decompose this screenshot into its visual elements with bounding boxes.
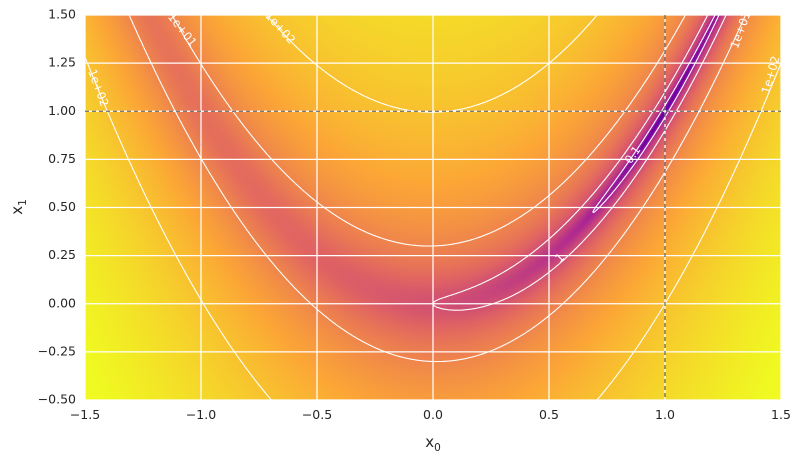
x-tick-labels: −1.5 −1.0 −0.5 0.0 0.5 1.0 1.5 <box>70 407 791 422</box>
x-tick-label: 0.0 <box>423 407 443 422</box>
x-tick-label: −0.5 <box>302 407 332 422</box>
y-tick-label: 0.75 <box>48 151 76 166</box>
x-tick-label: 1.5 <box>771 407 791 422</box>
reference-lines <box>85 15 781 400</box>
y-axis-label: x1 <box>8 199 29 215</box>
y-tick-label: 0.00 <box>48 295 76 310</box>
contour-lines <box>84 14 782 401</box>
y-tick-label: −0.50 <box>38 392 76 407</box>
contour-line-0.1 <box>592 14 720 214</box>
y-tick-label: 1.25 <box>48 55 76 70</box>
y-tick-label: 0.25 <box>48 247 76 262</box>
y-tick-label: 1.50 <box>48 7 76 22</box>
contour-line-10 <box>128 14 747 363</box>
x-axis-label: x0 <box>425 433 441 454</box>
y-tick-label: 1.00 <box>48 103 76 118</box>
y-tick-label: 0.50 <box>48 199 76 214</box>
x-tick-label: −1.0 <box>186 407 216 422</box>
x-tick-label: −1.5 <box>70 407 100 422</box>
contour-line-100 <box>84 14 782 401</box>
y-tick-label: −0.25 <box>38 343 76 358</box>
y-tick-labels: −0.50 −0.25 0.00 0.25 0.50 0.75 1.00 1.25 1.50 <box>38 7 76 407</box>
x-tick-label: 0.5 <box>539 407 559 422</box>
x-tick-label: 1.0 <box>655 407 675 422</box>
contour-line-1 <box>432 14 727 311</box>
